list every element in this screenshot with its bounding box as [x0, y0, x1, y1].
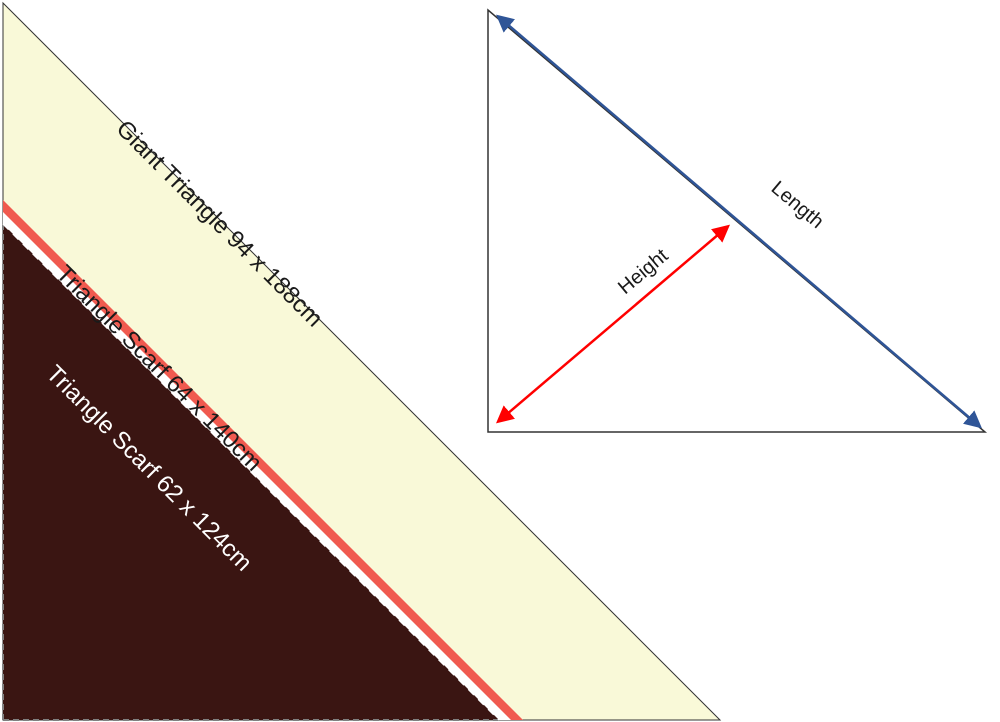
length-arrow	[500, 18, 978, 425]
right-explainer-triangle: Length Height	[488, 10, 985, 432]
length-label: Length	[767, 177, 828, 233]
height-label: Height	[614, 245, 673, 299]
left-triangle-stack: Giant Triangle 94 x 188cm Triangle Scarf…	[3, 3, 720, 720]
height-arrow	[500, 228, 726, 420]
